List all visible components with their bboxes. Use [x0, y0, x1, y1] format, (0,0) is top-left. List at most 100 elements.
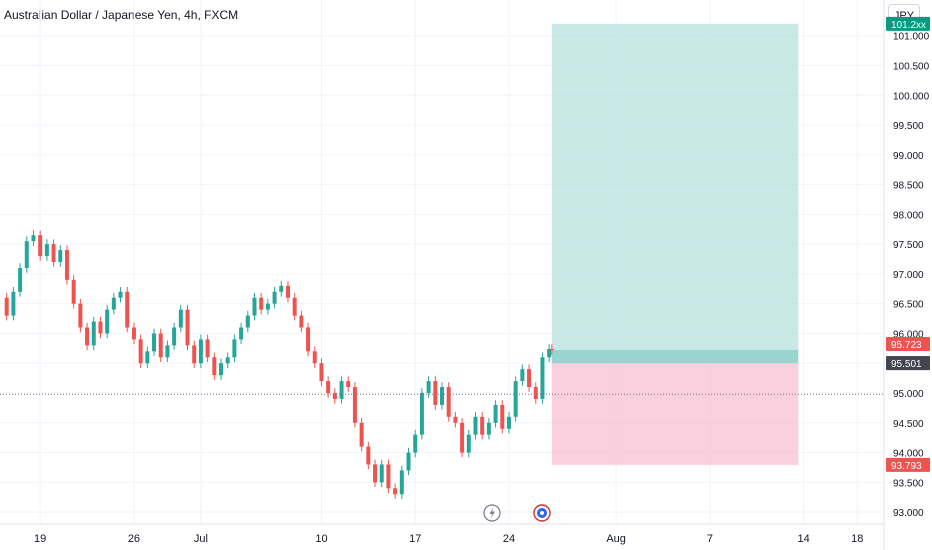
candle — [366, 441, 371, 470]
candle — [326, 376, 331, 398]
candle — [359, 418, 364, 452]
event-icons[interactable] — [483, 504, 551, 522]
candle — [393, 483, 398, 499]
trade-setup-zones[interactable] — [551, 23, 799, 465]
candle — [527, 364, 532, 392]
candle — [198, 334, 203, 368]
time-tick-label: 19 — [34, 533, 46, 545]
candle — [91, 316, 96, 351]
loss-zone[interactable] — [551, 363, 799, 465]
candle — [205, 334, 210, 363]
time-tick-label: Aug — [606, 533, 626, 545]
candle — [78, 298, 83, 333]
profit-zone-filled — [551, 349, 799, 364]
candle — [299, 310, 304, 333]
price-tag-text: 101.2xx — [891, 20, 926, 31]
time-tick-label: 7 — [707, 533, 713, 545]
candle — [245, 310, 250, 333]
candle — [426, 376, 431, 398]
time-tick-label: 14 — [798, 533, 810, 545]
candle — [279, 281, 284, 297]
candle — [486, 418, 491, 440]
time-tick-label: Jul — [194, 533, 208, 545]
candle — [265, 298, 270, 315]
candle — [51, 239, 56, 267]
candles — [4, 230, 554, 499]
candle — [152, 328, 157, 357]
candle — [406, 447, 411, 476]
price-tick-label: 101.000 — [893, 32, 930, 43]
price-tick-label: 99.000 — [893, 151, 924, 162]
candle — [379, 459, 384, 488]
price-tick-label: 99.500 — [893, 121, 924, 132]
candle — [138, 334, 143, 368]
candle — [460, 418, 465, 458]
price-tick-label: 94.000 — [893, 449, 924, 460]
candle — [85, 322, 90, 351]
candle — [306, 322, 311, 357]
candle — [466, 429, 471, 458]
candle — [419, 388, 424, 440]
price-tag-current: 95.723 — [886, 336, 930, 351]
candle — [131, 322, 136, 345]
price-tick-label: 93.500 — [893, 478, 924, 489]
candle — [125, 287, 130, 333]
time-tick-label: 26 — [128, 533, 140, 545]
candle — [285, 281, 290, 303]
candle — [11, 287, 16, 321]
candle — [219, 358, 223, 380]
time-tick-label: 18 — [851, 533, 863, 545]
price-tag-target: 101.2xx — [886, 16, 930, 31]
candle — [500, 400, 505, 434]
price-tick-label: 95.000 — [893, 389, 924, 400]
candle — [18, 263, 23, 297]
candle — [165, 340, 170, 363]
candle — [433, 376, 438, 410]
candle — [513, 376, 518, 422]
candle — [98, 316, 103, 339]
candle — [145, 346, 150, 368]
candle — [312, 346, 317, 368]
candle — [118, 287, 123, 303]
price-tag-text: 95.723 — [891, 340, 922, 351]
candle — [71, 275, 76, 309]
candle — [178, 304, 183, 333]
candle — [473, 412, 478, 440]
time-tick-label: 10 — [315, 533, 327, 545]
price-tick-label: 94.500 — [893, 419, 924, 430]
candle — [232, 334, 237, 363]
candle — [547, 344, 552, 363]
candle — [252, 292, 257, 321]
candle — [440, 382, 444, 410]
candle — [58, 245, 63, 267]
candle — [292, 292, 297, 321]
candle — [399, 465, 404, 499]
chart-title: Australian Dollar / Japanese Yen, 4h, FX… — [4, 8, 239, 22]
flag-event-icon[interactable] — [533, 504, 551, 522]
candle — [64, 245, 69, 285]
price-axis[interactable]: 93.00093.50094.00094.50095.00095.50096.0… — [893, 32, 930, 519]
price-tick-label: 100.000 — [893, 91, 930, 102]
candle — [506, 412, 511, 434]
lightning-icon[interactable] — [483, 504, 501, 522]
candle — [225, 352, 230, 368]
time-tick-label: 17 — [409, 533, 421, 545]
price-tick-label: 96.000 — [893, 329, 924, 340]
price-tag-entry: 95.501 — [886, 356, 930, 371]
candle — [386, 459, 391, 494]
time-axis[interactable]: 19 26 Jul 10 17 24 Aug 7 14 18 — [34, 533, 863, 545]
price-tick-label: 93.000 — [893, 508, 924, 519]
candle — [373, 459, 378, 488]
candle — [272, 287, 277, 309]
price-tag-text: 93.793 — [891, 461, 922, 472]
price-tick-label: 96.500 — [893, 300, 924, 311]
candle — [540, 352, 545, 404]
candle — [453, 412, 458, 428]
price-tag-stop: 93.793 — [886, 457, 930, 472]
candle — [346, 376, 351, 392]
profit-zone[interactable] — [551, 23, 799, 350]
price-tag-text: 95.501 — [891, 359, 922, 370]
candle — [212, 352, 217, 380]
